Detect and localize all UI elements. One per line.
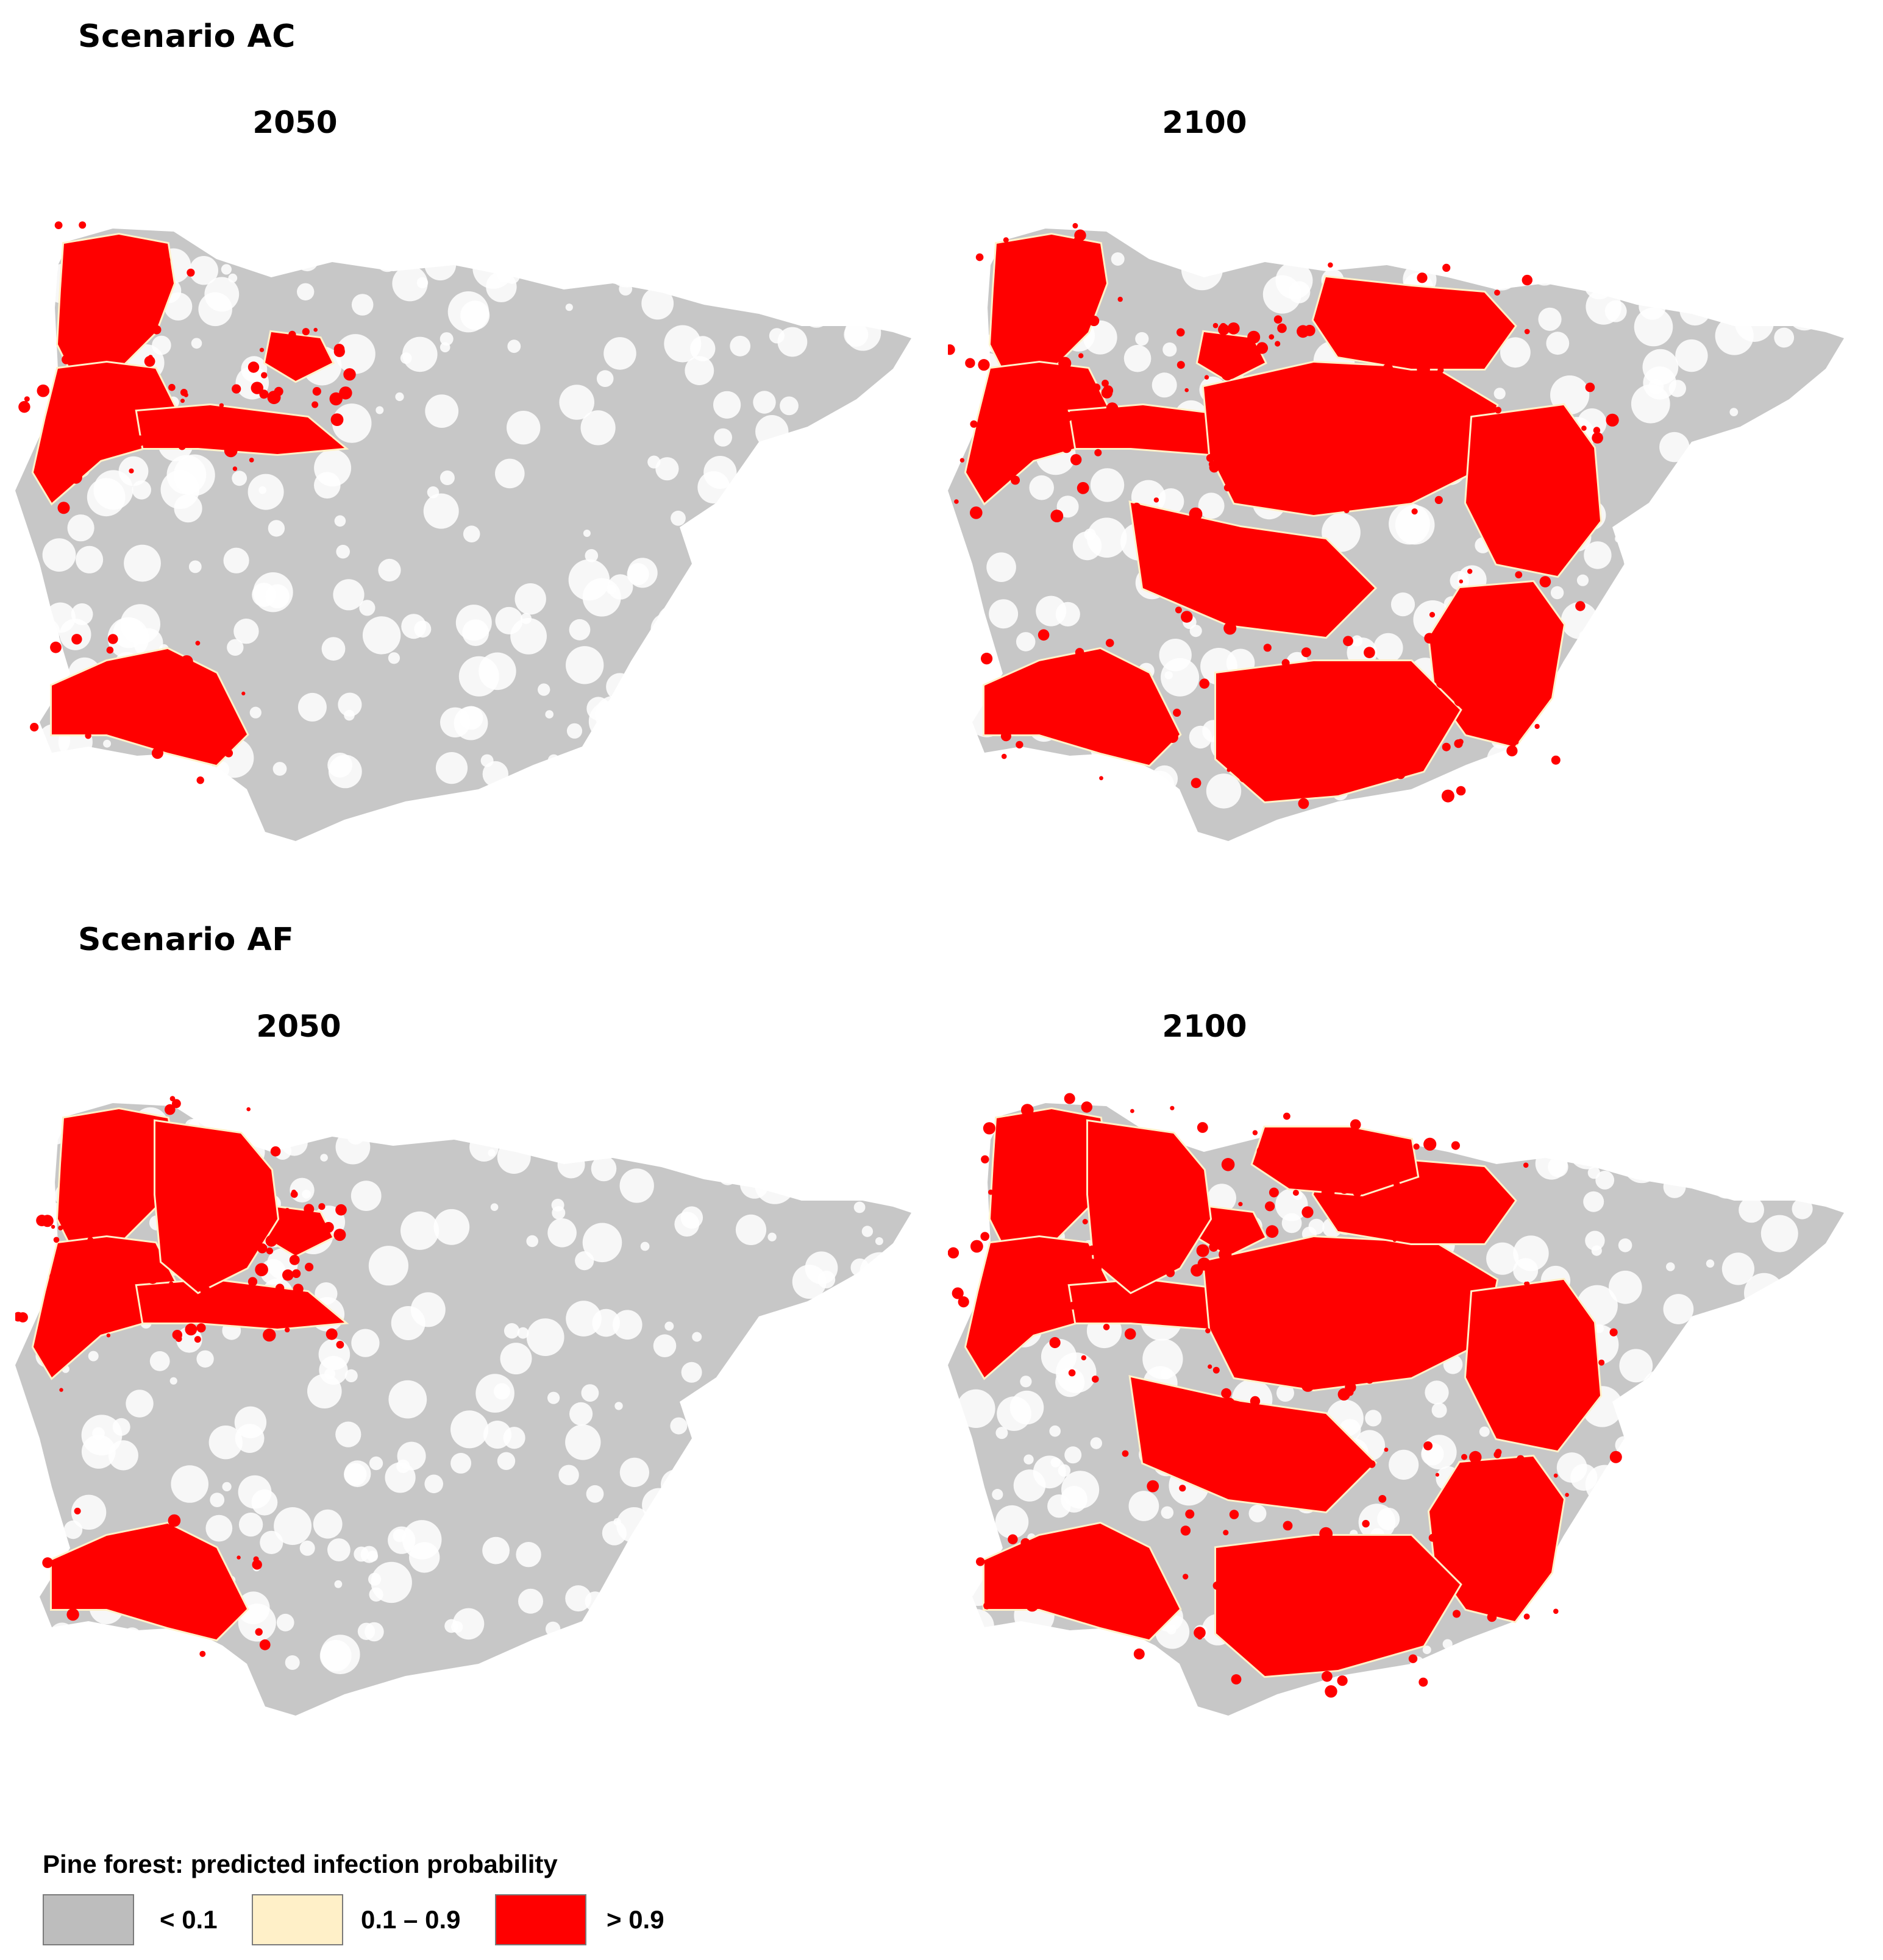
high-probability-region-algarve-south — [52, 1524, 247, 1639]
map-ac-2100 — [948, 186, 1862, 887]
high-probability-region-algarve-south — [984, 1524, 1180, 1639]
map-ac-2050 — [15, 186, 930, 887]
af-2100-year-label: 2100 — [1162, 1009, 1247, 1044]
infection-map-svg — [948, 1093, 1844, 1716]
high-probability-region-north-east-mountains — [1314, 277, 1515, 369]
high-probability-region-portugal-north — [991, 235, 1106, 381]
legend-title: Pine forest: predicted infection probabi… — [43, 1850, 558, 1878]
legend-swatch-low — [43, 1894, 134, 1945]
scenario-af-title: Scenario AF — [78, 921, 294, 958]
legend-label-mid: 0.1 – 0.9 — [361, 1905, 461, 1934]
high-probability-scatter — [15, 1096, 347, 1657]
high-probability-region-duero-spot — [265, 1207, 332, 1255]
high-probability-region-west-centre — [966, 363, 1112, 503]
high-probability-region-central-plateau — [1204, 363, 1497, 515]
high-probability-region-andalusia-south — [1216, 1536, 1460, 1676]
high-probability-region-portugal-north — [58, 235, 174, 381]
high-probability-region-meseta-scatter — [1131, 1377, 1375, 1511]
af-2050-year-label: 2050 — [256, 1009, 341, 1044]
high-probability-scatter — [18, 221, 356, 784]
high-probability-region-west-centre — [34, 363, 180, 503]
high-probability-region-murcia-south-east — [1429, 582, 1564, 747]
map-af-2050 — [15, 1060, 930, 1761]
high-probability-region-minho-corridor — [137, 1280, 344, 1329]
high-probability-region-galicia-extended — [155, 1121, 277, 1292]
high-probability-region-portugal-north — [991, 1109, 1106, 1255]
infection-map-svg — [15, 221, 911, 841]
high-probability-region-algarve-south — [52, 649, 247, 765]
ac-2050-year-label: 2050 — [252, 105, 338, 140]
high-probability-region-central-plateau — [1204, 1237, 1497, 1390]
legend-label-high: > 0.9 — [607, 1905, 664, 1934]
ac-2100-year-label: 2100 — [1162, 105, 1247, 140]
high-probability-region-valencia-east — [1466, 1280, 1600, 1450]
high-probability-scatter — [948, 1093, 1622, 1698]
high-probability-region-meseta-scatter — [1131, 503, 1375, 637]
infection-map-svg — [948, 222, 1844, 841]
high-probability-region-andalusia-south — [1216, 661, 1460, 801]
scenario-ac-title: Scenario AC — [78, 18, 296, 55]
legend-swatch-high — [495, 1894, 586, 1945]
high-probability-region-west-centre — [34, 1237, 180, 1377]
infection-map-svg — [15, 1096, 911, 1716]
high-probability-region-minho-corridor — [137, 405, 344, 454]
high-probability-region-portugal-north — [58, 1109, 174, 1255]
high-probability-region-duero-spot — [1198, 332, 1265, 381]
high-probability-region-murcia-south-east — [1429, 1457, 1564, 1621]
legend-swatch-mid — [252, 1894, 343, 1945]
map-af-2100 — [948, 1060, 1862, 1761]
high-probability-scatter — [948, 222, 1619, 809]
legend-label-low: < 0.1 — [160, 1905, 218, 1934]
